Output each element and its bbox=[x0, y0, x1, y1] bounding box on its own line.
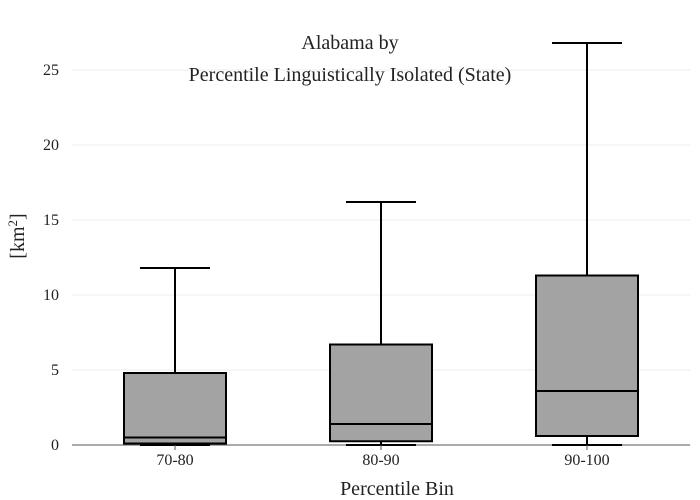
iqr-box bbox=[329, 343, 433, 443]
x-tick-label: 80-90 bbox=[362, 452, 399, 469]
box-70-80 bbox=[123, 267, 227, 446]
iqr-box bbox=[123, 372, 227, 445]
y-tick-label: 20 bbox=[43, 137, 59, 154]
box-90-100 bbox=[535, 42, 639, 446]
y-axis-title: [km2] bbox=[5, 213, 29, 258]
x-tick-label: 90-100 bbox=[564, 452, 609, 469]
x-tick-label: 70-80 bbox=[156, 452, 193, 469]
box-80-90 bbox=[329, 201, 433, 446]
y-tick-label: 0 bbox=[51, 437, 59, 454]
y-axis-title-superscript: 2 bbox=[5, 220, 20, 227]
y-axis-title-end: ] bbox=[7, 213, 29, 220]
x-axis-title: Percentile Bin bbox=[340, 478, 454, 500]
y-tick-label: 10 bbox=[43, 287, 59, 304]
iqr-box bbox=[535, 274, 639, 437]
y-tick-label: 25 bbox=[43, 62, 59, 79]
box-series bbox=[123, 42, 639, 446]
y-axis-title-main: [km bbox=[7, 226, 29, 259]
x-axis-ticks: 70-80 80-90 90-100 bbox=[156, 445, 610, 469]
y-tick-label: 5 bbox=[51, 362, 59, 379]
chart-title-line-2: Percentile Linguistically Isolated (Stat… bbox=[189, 64, 512, 86]
y-axis-ticks: 0 5 10 15 20 25 bbox=[43, 62, 59, 454]
y-tick-label: 15 bbox=[43, 212, 59, 229]
chart-title-line-1: Alabama by bbox=[301, 32, 398, 54]
